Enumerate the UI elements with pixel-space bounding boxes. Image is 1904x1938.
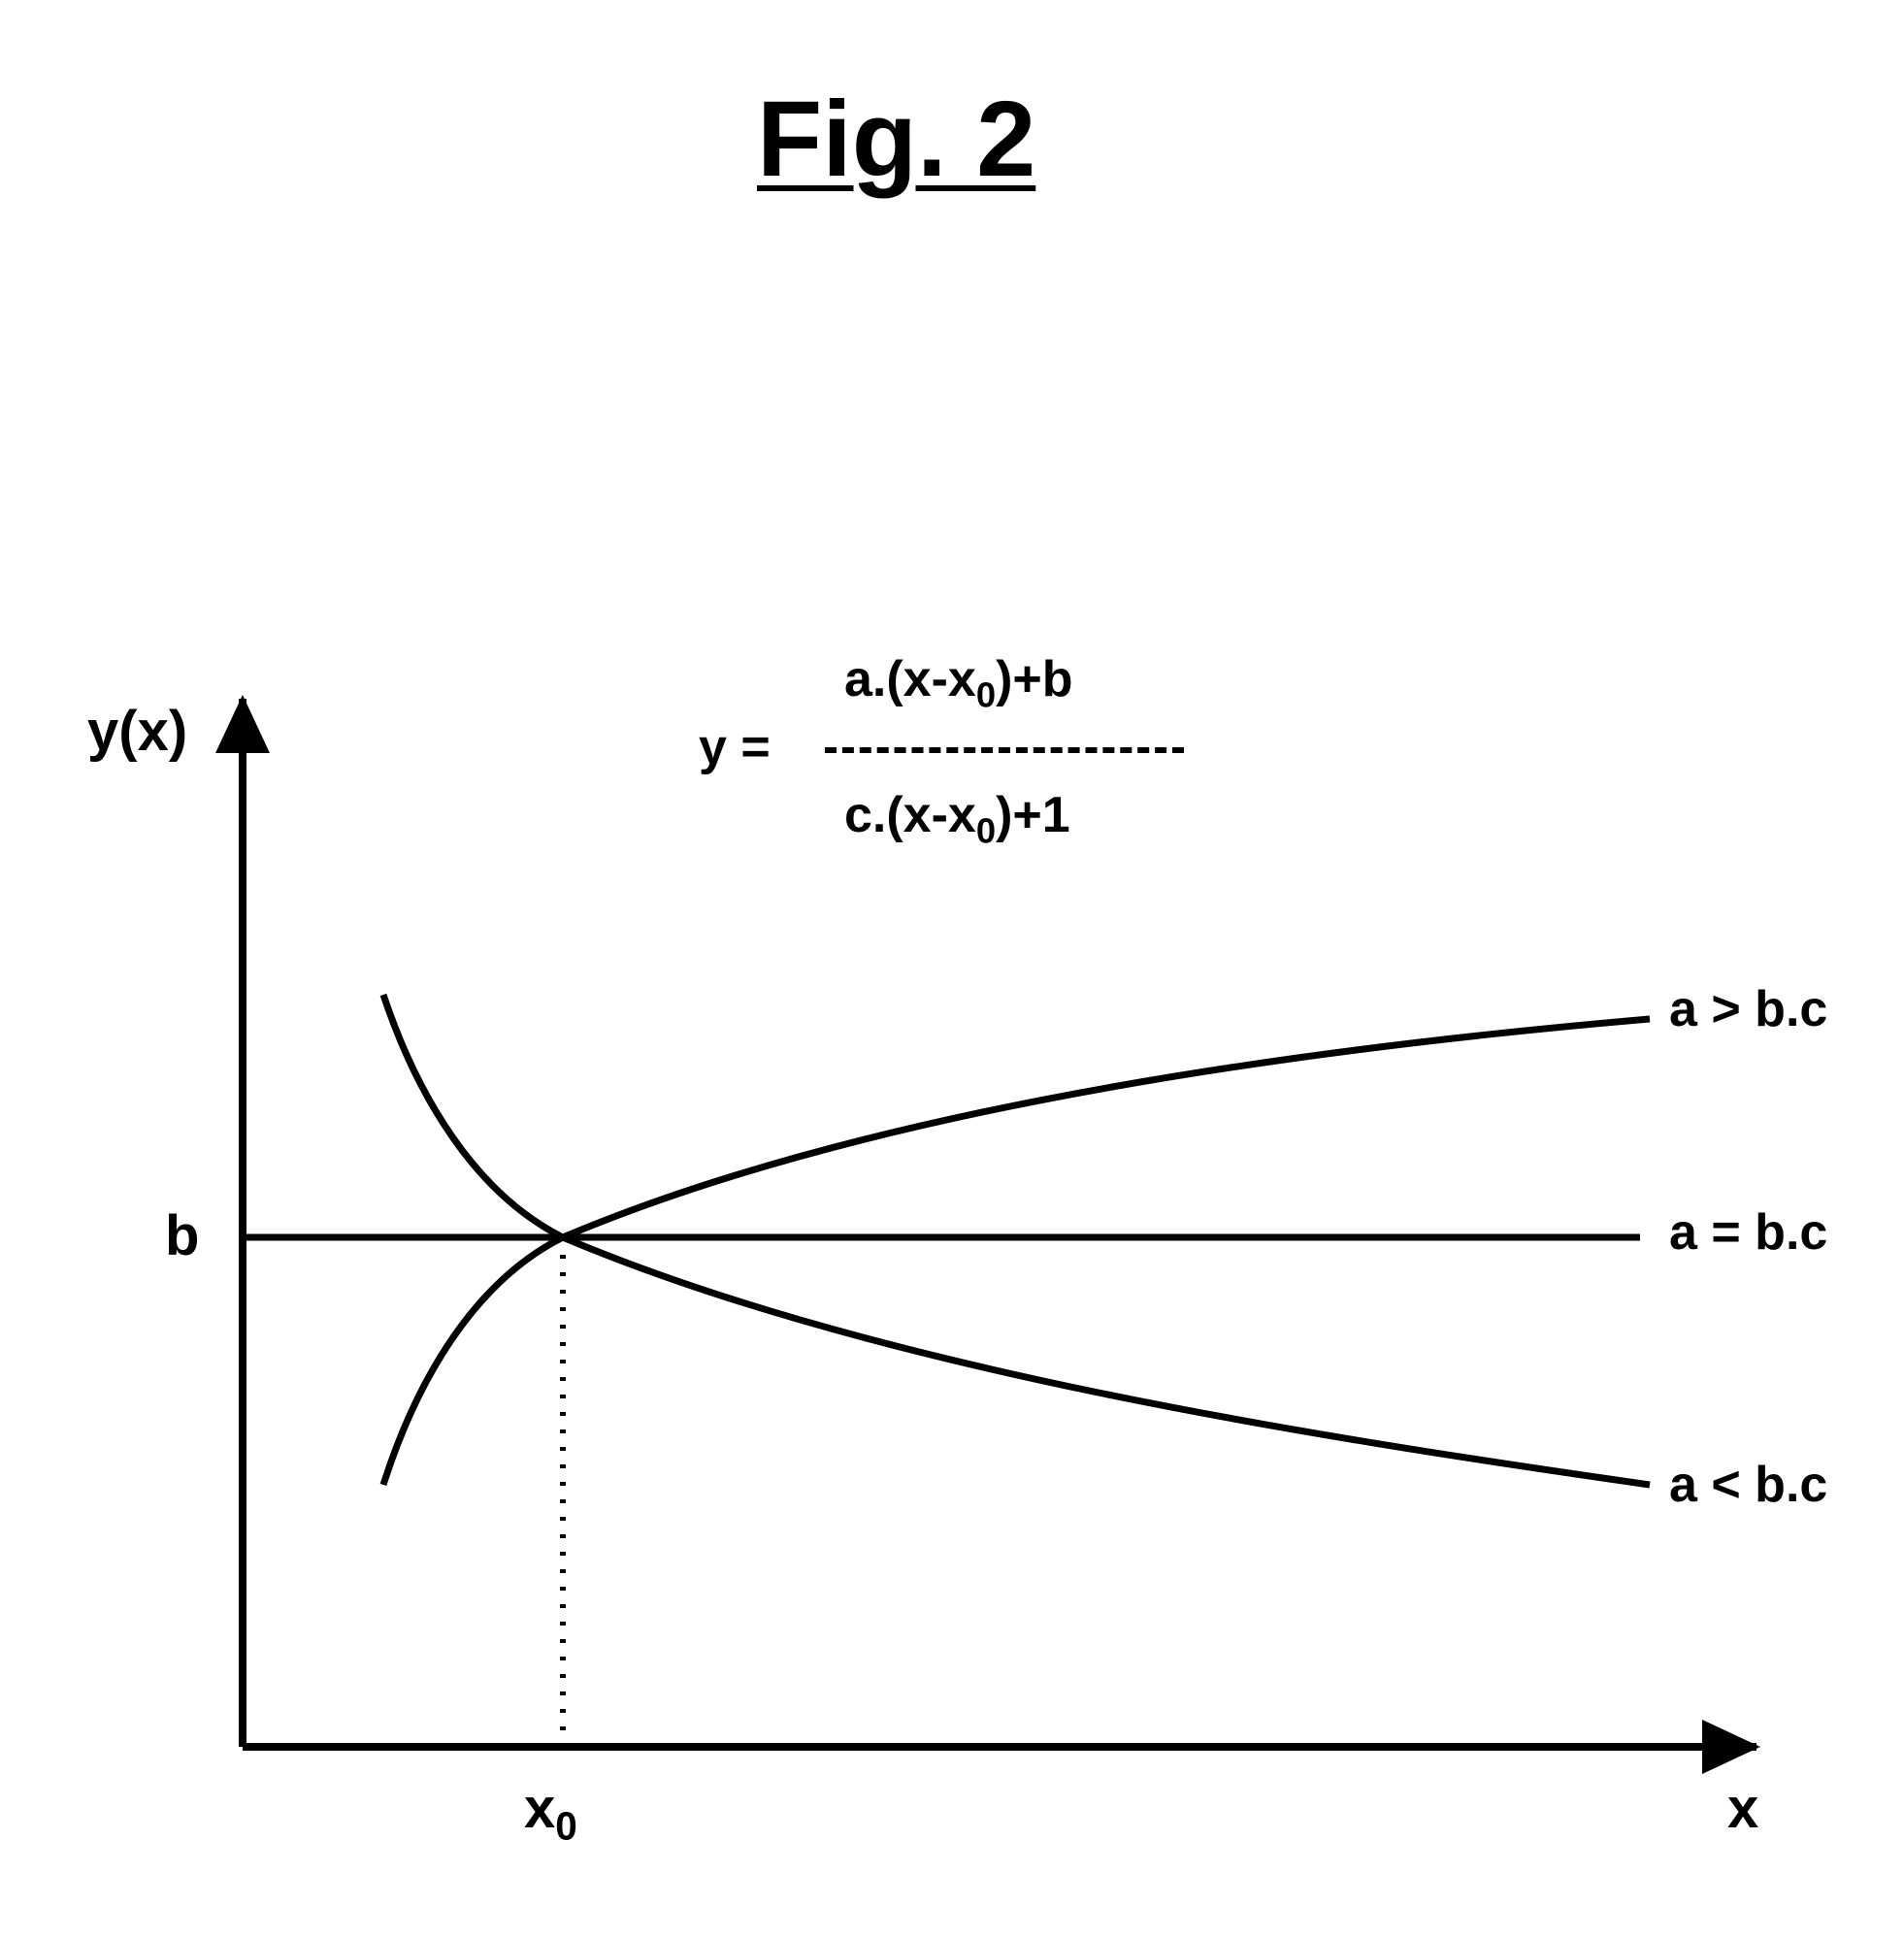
y-axis-arrow: [215, 695, 270, 753]
x-axis-arrow: [1702, 1720, 1760, 1774]
curve-upper: [383, 1019, 1650, 1485]
plot-svg: [0, 0, 1904, 1938]
